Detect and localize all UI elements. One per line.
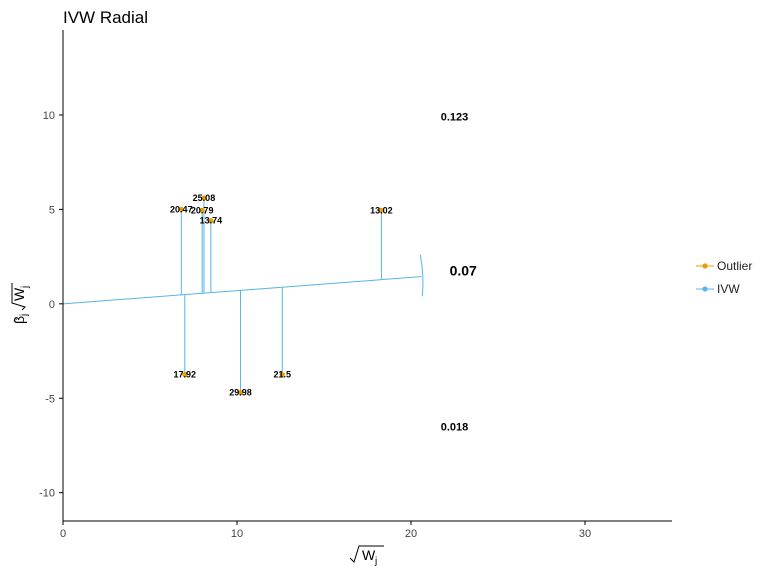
- outlier-point: [208, 218, 214, 224]
- x-tick-label: 20: [405, 528, 417, 540]
- axes: 0 10 20 30 -10 -5 0 5 10: [39, 30, 672, 540]
- x-tick-label: 0: [60, 528, 66, 540]
- y-tick-label: -10: [39, 488, 55, 500]
- outlier-point: [178, 206, 184, 213]
- y-axis-title: ^ β j W j: [11, 283, 31, 324]
- x-axis-title: W j: [349, 545, 384, 567]
- outlier-point: [279, 372, 285, 378]
- slope-annotation: 0.07: [450, 263, 477, 279]
- ivw-line: [62, 276, 422, 305]
- outlier-point: [199, 207, 205, 213]
- y-tick-label: 5: [49, 204, 55, 216]
- x-tick-label: 10: [231, 528, 243, 540]
- y-tick-label: 10: [43, 110, 55, 122]
- point-label: 21.5: [273, 370, 291, 380]
- point-label: 17.92: [174, 370, 197, 380]
- legend-label: IVW: [717, 282, 740, 296]
- point-label: 29.98: [229, 388, 252, 398]
- slope-annotation: 0.018: [441, 421, 469, 433]
- outlier-point: [378, 207, 385, 213]
- legend: Outlier IVW: [696, 259, 752, 296]
- ivw-arc: [419, 254, 424, 297]
- point-label: 13.74: [200, 216, 223, 226]
- x-axis-ticks: 0 10 20 30: [60, 521, 591, 540]
- svg-text:β: β: [11, 316, 27, 324]
- point-label: 25.08: [193, 193, 216, 203]
- legend-label: Outlier: [717, 259, 752, 273]
- point-label: 20.47: [170, 204, 193, 214]
- outlier-point: [182, 372, 188, 378]
- svg-text:^: ^: [12, 318, 22, 323]
- legend-key-point: [702, 286, 708, 292]
- x-tick-label: 30: [579, 528, 591, 540]
- point-label: 20.79: [191, 205, 214, 215]
- svg-text:j: j: [20, 286, 31, 289]
- slope-annotation: 0.123: [441, 112, 469, 124]
- outlier-point: [237, 389, 244, 396]
- point-label: 13.02: [370, 205, 393, 215]
- chart-title: IVW Radial: [63, 8, 148, 27]
- svg-text:W: W: [11, 287, 27, 301]
- legend-key-point: [702, 263, 708, 269]
- y-axis-ticks: -10 -5 0 5 10: [39, 110, 63, 500]
- svg-text:W: W: [362, 547, 376, 563]
- svg-text:j: j: [19, 314, 30, 317]
- svg-text:j: j: [374, 556, 377, 567]
- outlier-point: [201, 195, 207, 201]
- y-tick-label: 0: [49, 299, 55, 311]
- y-tick-label: -5: [45, 393, 55, 405]
